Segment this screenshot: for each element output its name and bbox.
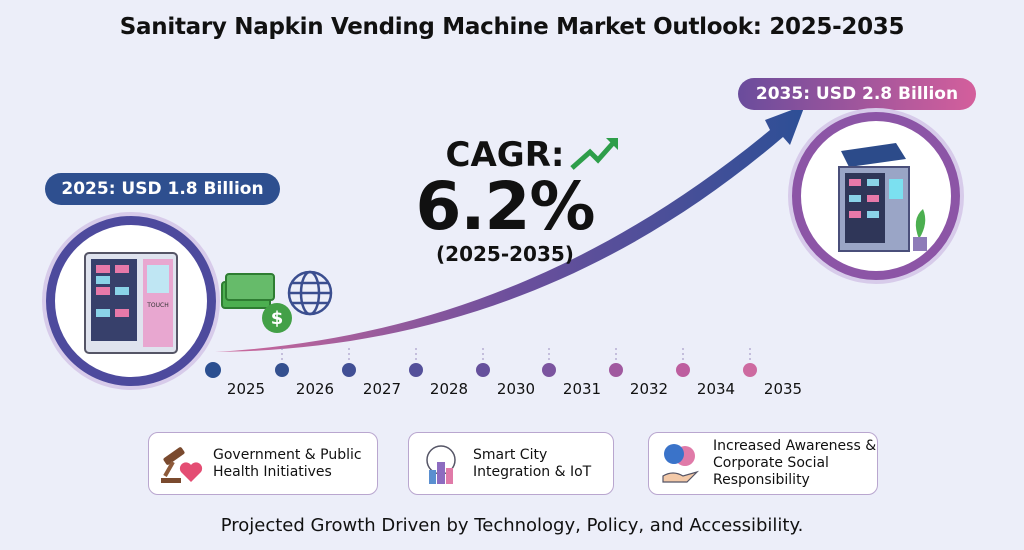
page-title: Sanitary Napkin Vending Machine Market O… bbox=[119, 14, 905, 40]
timeline-dot bbox=[409, 363, 423, 377]
start-value-badge: 2025: USD 1.8 Billion bbox=[45, 173, 280, 205]
driver-text: Increased Awareness & Corporate Social R… bbox=[713, 438, 877, 488]
smart-city-icon bbox=[426, 444, 456, 484]
vending-machine-2035-image bbox=[792, 112, 960, 280]
timeline-dot bbox=[476, 363, 490, 377]
timeline-year-label: 2030 bbox=[496, 380, 536, 398]
timeline-year-label: 2026 bbox=[295, 380, 335, 398]
driver-text: Government & Public Health Initiatives bbox=[213, 446, 362, 480]
money-stack-icon: $ bbox=[221, 273, 292, 333]
driver-card-government: Government & Public Health Initiatives bbox=[148, 432, 378, 495]
vending-machine-2025-image: TOUCH bbox=[46, 216, 216, 386]
timeline-year-label: 2031 bbox=[562, 380, 602, 398]
timeline-year-label: 2025 bbox=[226, 380, 266, 398]
timeline-dot bbox=[676, 363, 690, 377]
footer-caption: Projected Growth Driven by Technology, P… bbox=[220, 515, 804, 536]
timeline-dot bbox=[205, 362, 221, 378]
vending-machine-icon: TOUCH bbox=[84, 252, 178, 354]
cagr-value: 6.2% bbox=[415, 168, 595, 245]
timeline-year-label: 2034 bbox=[696, 380, 736, 398]
timeline-year-label: 2035 bbox=[763, 380, 803, 398]
timeline-dot bbox=[542, 363, 556, 377]
end-value-badge: 2035: USD 2.8 Billion bbox=[738, 78, 976, 110]
chat-hand-icon bbox=[662, 443, 700, 483]
timeline-year-label: 2032 bbox=[629, 380, 669, 398]
cagr-label: CAGR: bbox=[445, 135, 565, 175]
timeline-year-label: 2028 bbox=[429, 380, 469, 398]
svg-text:TOUCH: TOUCH bbox=[146, 302, 168, 309]
globe-icon bbox=[287, 270, 333, 316]
timeline-dot bbox=[743, 363, 757, 377]
svg-text:$: $ bbox=[271, 308, 284, 329]
driver-text: Smart City Integration & IoT bbox=[473, 446, 592, 480]
timeline-dot bbox=[609, 363, 623, 377]
timeline-year-label: 2027 bbox=[362, 380, 402, 398]
driver-card-awareness: Increased Awareness & Corporate Social R… bbox=[648, 432, 878, 495]
cagr-period: (2025-2035) bbox=[436, 242, 574, 266]
timeline-dot bbox=[275, 363, 289, 377]
driver-card-smart-city: Smart City Integration & IoT bbox=[408, 432, 614, 495]
gavel-heart-icon bbox=[161, 446, 203, 483]
smart-vending-machine-icon bbox=[838, 143, 927, 252]
timeline-dot bbox=[342, 363, 356, 377]
trend-up-icon bbox=[570, 138, 618, 170]
